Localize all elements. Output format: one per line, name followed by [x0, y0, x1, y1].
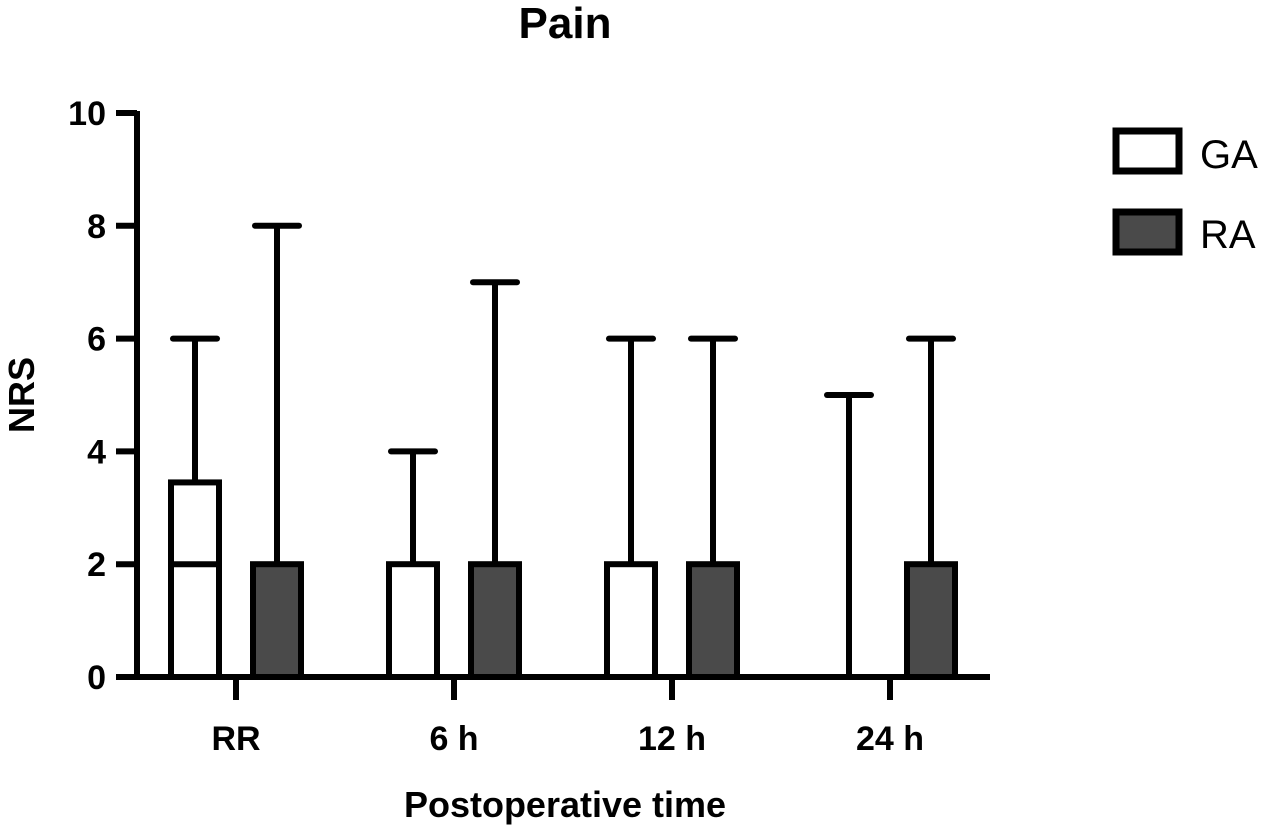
legend-swatch-ga	[1112, 127, 1183, 175]
bar-ra-1	[468, 561, 522, 681]
x-tick-label-2: 12 h	[638, 720, 706, 758]
y-axis-label: NRS	[1, 357, 42, 433]
y-tick-label-4: 4	[87, 433, 106, 471]
x-tick-label-1: 6 h	[429, 720, 478, 758]
x-tick-label-0: RR	[211, 720, 260, 758]
y-tick-label-0: 0	[87, 659, 106, 697]
x-tick-label-3: 24 h	[856, 720, 924, 758]
x-axis-label: Postoperative time	[404, 784, 726, 825]
y-tick-label-6: 6	[87, 321, 106, 359]
legend-label-ra: RA	[1200, 213, 1256, 257]
bar-ra-3	[904, 561, 958, 681]
bar-ra-0	[250, 561, 304, 681]
y-tick-label-8: 8	[87, 208, 106, 246]
chart-title: Pain	[519, 0, 612, 48]
plot-area: 0 2 4 6 8 10 RR 6 h 12 h 24 h	[68, 95, 990, 758]
bar-ga-2	[604, 561, 658, 681]
bar-ga-0	[168, 479, 222, 681]
legend-label-ga: GA	[1200, 133, 1258, 177]
bar-ra-2	[686, 561, 740, 681]
y-tick-label-10: 10	[68, 95, 106, 133]
bar-ga-1	[386, 561, 440, 681]
legend-swatch-ra	[1112, 208, 1183, 256]
legend: GA RA	[1112, 127, 1258, 257]
y-tick-label-2: 2	[87, 546, 106, 584]
